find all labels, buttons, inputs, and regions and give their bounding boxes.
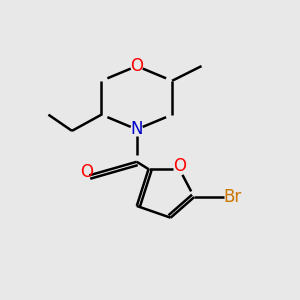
Text: O: O	[80, 163, 93, 181]
Text: O: O	[130, 57, 143, 75]
Text: Br: Br	[223, 188, 242, 206]
Text: N: N	[130, 120, 143, 138]
Text: O: O	[173, 157, 186, 175]
